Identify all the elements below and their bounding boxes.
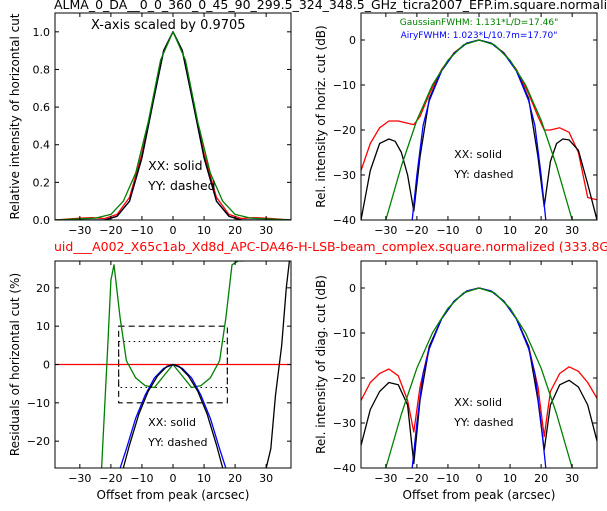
x-tick-label: 0 <box>170 472 177 485</box>
y-tick-label: −10 <box>333 79 356 92</box>
x-tick-label: 10 <box>197 224 211 237</box>
legend-yy-dashed: YY: dashed <box>453 168 513 181</box>
legend-yy-dashed: YY: dashed <box>147 436 207 449</box>
y-tick-label: 1.0 <box>33 26 51 39</box>
x-tick-label: −10 <box>436 224 459 237</box>
series-line <box>265 261 291 468</box>
x-tick-label: 0 <box>170 224 177 237</box>
panel-bottom-left: −30 −20 −10 0 10 20 30 −20 −10 0 10 20 Residuals of … <box>8 260 292 502</box>
y-tick-label: 0.8 <box>33 63 51 76</box>
x-tick-label: −30 <box>374 472 397 485</box>
series-line <box>122 363 224 468</box>
axes-frame <box>360 12 598 221</box>
panel-top-left: −30 −20 −10 0 10 20 30 0.0 0.2 0.4 0.6 0.8 1.0 Relati… <box>8 12 292 237</box>
y-tick-label: −30 <box>333 169 356 182</box>
panel-bottom-right: −30 −20 −10 0 10 20 30 −40 −30 −20 −10 0 Rel. intens… <box>314 260 598 502</box>
legend-xx-solid: XX: solid <box>148 416 196 429</box>
y-tick-label: 0.2 <box>33 176 51 189</box>
legend-xx-solid: XX: solid <box>148 158 202 173</box>
x-tick-label: 0 <box>476 224 483 237</box>
figure-subtitle: uid___A002_X65c1ab_Xd8d_APC-DA46-H-LSB-b… <box>54 239 607 254</box>
x-tick-label: −30 <box>374 224 397 237</box>
x-tick-label: −10 <box>130 224 153 237</box>
y-tick-label: −30 <box>333 417 356 430</box>
y-tick-label: −40 <box>333 214 356 227</box>
y-tick-label: −10 <box>27 397 50 410</box>
legend-xx-solid: XX: solid <box>454 396 502 409</box>
y-tick-label: 0 <box>349 34 356 47</box>
y-tick-label: −10 <box>333 327 356 340</box>
y-axis-label: Relative intensity of horizontal cut <box>8 13 22 219</box>
legend-entry: AiryFWHM: 1.023*L/10.7m=17.70" <box>401 31 558 41</box>
y-tick-label: 0.6 <box>33 101 51 114</box>
x-tick-label: 10 <box>503 224 517 237</box>
y-tick-label: −20 <box>27 435 50 448</box>
x-tick-label: −10 <box>436 472 459 485</box>
y-tick-label: 10 <box>36 320 50 333</box>
y-axis-label: Rel. intensity of horiz. cut (dB) <box>314 25 328 207</box>
series-line <box>361 287 597 465</box>
panel-top-right: −30 −20 −10 0 10 20 30 −40 −30 −20 −10 0 Rel. intens… <box>314 12 598 237</box>
series-line <box>55 31 291 220</box>
x-tick-label: 0 <box>476 472 483 485</box>
x-tick-label: 30 <box>565 472 579 485</box>
legend-yy-dashed: YY: dashed <box>453 416 513 429</box>
x-tick-label: 30 <box>259 224 273 237</box>
legend-yy-dashed: YY: dashed <box>147 178 215 193</box>
x-tick-label: 30 <box>565 224 579 237</box>
x-tick-label: 20 <box>228 472 242 485</box>
y-tick-label: 20 <box>36 282 50 295</box>
y-tick-label: −20 <box>333 372 356 385</box>
x-tick-label: 20 <box>534 224 548 237</box>
y-tick-label: 0.0 <box>33 214 51 227</box>
x-tick-label: 10 <box>197 472 211 485</box>
x-tick-label: −30 <box>68 472 91 485</box>
y-tick-label: −20 <box>333 124 356 137</box>
legend-entry: GaussianFWHM: 1.131*L/D=17.46" <box>400 18 558 28</box>
y-axis-label: Rel. intensity of diag. cut (dB) <box>314 275 328 454</box>
axes-frame <box>360 260 598 469</box>
series-line <box>385 287 573 468</box>
x-tick-label: 20 <box>534 472 548 485</box>
scale-annotation: X-axis scaled by 0.9705 <box>91 18 246 33</box>
x-tick-label: −20 <box>99 224 122 237</box>
x-tick-label: 30 <box>259 472 273 485</box>
y-tick-label: 0.4 <box>33 139 51 152</box>
y-tick-label: −40 <box>333 462 356 475</box>
series-line <box>411 39 547 220</box>
x-tick-label: 10 <box>503 472 517 485</box>
x-tick-label: 20 <box>228 224 242 237</box>
series-line <box>385 39 597 220</box>
x-axis-label: Offset from peak (arcsec) <box>403 488 556 502</box>
series-line <box>411 287 547 468</box>
x-tick-label: −20 <box>405 224 428 237</box>
x-axis-label: Offset from peak (arcsec) <box>97 488 250 502</box>
x-tick-label: −30 <box>68 224 91 237</box>
figure-title: ALMA_0_DA__0_0_360_0_45_90_299.5_324_348… <box>54 0 607 12</box>
y-tick-label: 0 <box>43 359 50 372</box>
x-tick-label: −10 <box>130 472 153 485</box>
y-tick-label: 0 <box>349 282 356 295</box>
y-axis-label: Residuals of horizontal cut (%) <box>8 273 22 456</box>
x-tick-label: −20 <box>99 472 122 485</box>
legend-xx-solid: XX: solid <box>454 148 502 161</box>
series-line <box>361 287 597 438</box>
series-line <box>361 39 597 220</box>
x-tick-label: −20 <box>405 472 428 485</box>
